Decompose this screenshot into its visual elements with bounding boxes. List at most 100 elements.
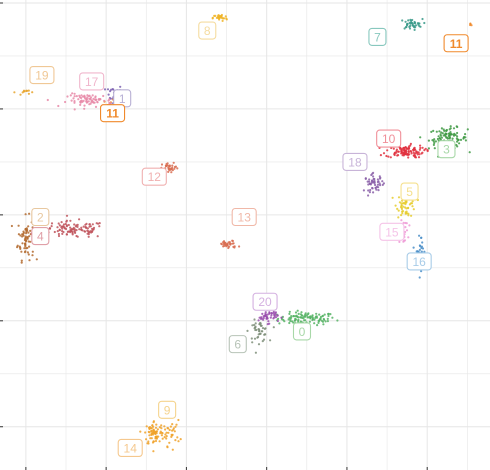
point-cluster-3 — [453, 132, 456, 135]
point-cluster-10 — [416, 153, 419, 156]
cluster-label-box — [31, 207, 50, 227]
point-cluster-0 — [336, 319, 339, 322]
point-cluster-3 — [456, 135, 459, 138]
point-cluster-4 — [81, 229, 84, 232]
point-cluster-4 — [87, 233, 90, 236]
cluster-label-6: 6 — [228, 335, 247, 354]
point-cluster-0 — [322, 323, 325, 326]
point-cluster-2 — [28, 245, 31, 248]
point-cluster-2 — [20, 259, 23, 262]
point-cluster-3 — [459, 138, 463, 141]
point-cluster-9 — [145, 438, 148, 441]
point-cluster-10 — [387, 155, 390, 158]
point-cluster-4 — [80, 226, 83, 229]
point-cluster-3 — [464, 139, 467, 142]
point-cluster-14 — [166, 426, 169, 430]
point-cluster-13 — [228, 245, 231, 248]
point-cluster-11b — [469, 23, 472, 27]
point-cluster-0 — [308, 320, 311, 323]
point-cluster-7 — [413, 22, 416, 25]
point-cluster-17 — [94, 98, 97, 102]
point-cluster-4 — [75, 229, 78, 232]
point-cluster-18 — [381, 180, 384, 183]
point-cluster-3 — [449, 125, 452, 128]
point-cluster-20 — [264, 314, 267, 317]
point-cluster-0 — [297, 312, 300, 315]
point-cluster-3 — [419, 136, 422, 139]
point-cluster-17 — [72, 97, 75, 100]
point-cluster-17 — [73, 101, 76, 104]
point-cluster-17 — [79, 101, 82, 104]
point-cluster-5 — [400, 214, 403, 217]
point-cluster-18 — [370, 173, 373, 177]
point-cluster-1 — [106, 88, 110, 91]
point-cluster-4 — [82, 225, 85, 228]
point-cluster-0 — [315, 312, 318, 315]
point-cluster-7 — [423, 21, 426, 25]
point-cluster-2 — [24, 213, 27, 216]
point-cluster-10 — [417, 156, 421, 159]
point-cluster-13 — [222, 245, 225, 248]
cluster-label-text: 11 — [450, 37, 463, 51]
point-cluster-3 — [440, 136, 443, 139]
point-cluster-2 — [28, 212, 31, 215]
point-cluster-16 — [420, 270, 423, 273]
point-cluster-4 — [91, 223, 94, 226]
point-cluster-6 — [259, 324, 263, 327]
point-cluster-12 — [171, 169, 174, 172]
point-cluster-4 — [83, 230, 86, 233]
point-cluster-12 — [171, 166, 174, 169]
point-cluster-0 — [289, 319, 292, 323]
point-cluster-0 — [313, 318, 316, 321]
point-cluster-17 — [92, 97, 95, 100]
point-cluster-3 — [445, 128, 448, 132]
point-cluster-9 — [160, 434, 163, 437]
point-cluster-3 — [462, 136, 465, 139]
point-cluster-17 — [103, 99, 106, 102]
cluster-label-box — [376, 129, 402, 148]
cluster-label-18: 18 — [342, 152, 368, 171]
point-cluster-10 — [396, 154, 399, 157]
point-cluster-13 — [232, 242, 235, 245]
point-cluster-4 — [65, 227, 68, 231]
cluster-label-box — [252, 292, 278, 311]
point-cluster-10 — [410, 152, 413, 155]
point-cluster-6 — [253, 323, 256, 327]
point-cluster-17 — [66, 95, 69, 98]
point-cluster-14 — [174, 439, 177, 442]
point-cluster-9 — [154, 439, 158, 443]
cluster-label-12: 12 — [141, 167, 167, 186]
cluster-label-9: 9 — [158, 400, 177, 419]
point-cluster-7 — [406, 22, 409, 26]
point-cluster-10 — [416, 151, 419, 154]
point-cluster-10 — [405, 150, 408, 153]
cluster-label-0: 0 — [292, 322, 312, 341]
point-cluster-3 — [434, 140, 437, 143]
cluster-label-box — [228, 335, 247, 354]
point-cluster-2 — [27, 253, 30, 256]
point-cluster-16 — [418, 276, 421, 279]
point-cluster-17 — [82, 99, 85, 102]
cluster-label-text: 3 — [443, 143, 450, 157]
point-cluster-4 — [50, 222, 54, 225]
point-cluster-16 — [420, 250, 423, 253]
point-cluster-4 — [48, 227, 52, 230]
point-cluster-2 — [25, 239, 28, 242]
point-cluster-4 — [57, 222, 60, 225]
point-cluster-12 — [167, 167, 171, 170]
point-cluster-2 — [18, 245, 21, 248]
point-cluster-10 — [400, 151, 403, 154]
point-cluster-5 — [411, 200, 414, 203]
cluster-label-text: 10 — [382, 132, 396, 146]
point-cluster-3 — [438, 130, 441, 133]
point-cluster-2 — [35, 258, 38, 261]
point-cluster-3 — [432, 143, 435, 146]
point-cluster-9 — [156, 428, 159, 431]
point-cluster-6 — [258, 330, 261, 333]
point-cluster-0 — [297, 316, 300, 319]
point-cluster-3 — [456, 145, 459, 148]
point-cluster-4 — [85, 222, 88, 225]
point-cluster-4 — [67, 230, 70, 233]
point-cluster-9 — [151, 424, 154, 427]
point-cluster-7 — [408, 25, 411, 28]
